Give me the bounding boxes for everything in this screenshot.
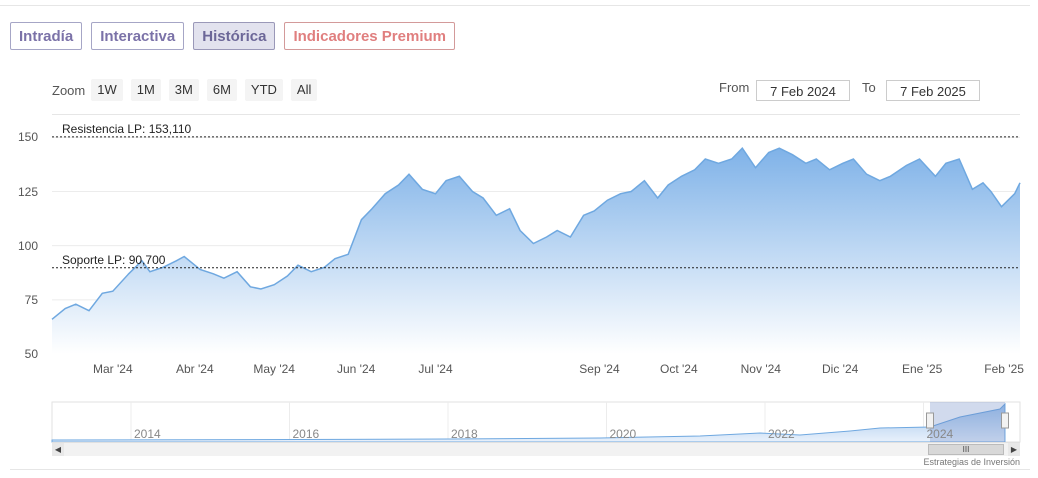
resistance-label: Resistencia LP: 153,110 xyxy=(62,121,192,136)
zoom-label: Zoom xyxy=(52,82,86,98)
y-tick-label: 125 xyxy=(17,184,38,199)
from-date-input[interactable]: 7 Feb 2024 xyxy=(756,80,850,101)
scrollbar-thumb[interactable]: III xyxy=(928,444,1004,455)
zoom-button-ytd[interactable]: YTD xyxy=(244,79,283,101)
from-label: From xyxy=(719,80,750,95)
x-tick-label: Sep '24 xyxy=(579,362,620,376)
support-label: Soporte LP: 90,700 xyxy=(62,252,166,267)
price-area xyxy=(52,148,1020,354)
chart-top-divider xyxy=(52,114,1020,115)
x-tick-label: Dic '24 xyxy=(821,362,859,376)
y-tick-label: 100 xyxy=(17,238,38,253)
x-tick-label: Oct '24 xyxy=(659,362,698,376)
x-tick-label: May '24 xyxy=(253,362,295,376)
navigator-selection[interactable] xyxy=(930,402,1005,442)
navigator-year-label: 2014 xyxy=(134,427,161,441)
price-line xyxy=(51,147,1021,320)
y-tick-label: 50 xyxy=(24,347,38,361)
zoom-selector: Zoom 1W 1M 3M 6M YTD All xyxy=(52,79,325,101)
scroll-right-arrow-icon[interactable]: ▶ xyxy=(1008,443,1020,456)
navigator-scrollbar[interactable]: ◀ III ▶ xyxy=(52,442,1020,456)
navigator-right-handle[interactable] xyxy=(1001,412,1009,429)
y-tick-label: 150 xyxy=(17,130,38,145)
y-tick-label: 75 xyxy=(24,292,38,307)
x-tick-label: Ene '25 xyxy=(901,362,943,376)
top-divider xyxy=(0,5,1030,6)
x-tick-label: Mar '24 xyxy=(93,362,133,376)
tab-interactiva[interactable]: Interactiva xyxy=(91,22,185,50)
navigator-year-label: 2016 xyxy=(292,427,320,441)
tab-historica[interactable]: Histórica xyxy=(193,22,276,50)
zoom-button-3m[interactable]: 3M xyxy=(168,79,199,101)
to-date-input[interactable]: 7 Feb 2025 xyxy=(886,80,980,101)
plot-lines xyxy=(52,136,1020,269)
tab-bar: Intradía Interactiva Histórica Indicador… xyxy=(10,22,455,50)
tab-indicadores-premium[interactable]: Indicadores Premium xyxy=(284,22,455,50)
navigator-year-label: 2020 xyxy=(609,427,637,441)
navigator-year-label: 2022 xyxy=(768,427,795,441)
navigator-left-handle[interactable] xyxy=(926,412,934,429)
zoom-button-1w[interactable]: 1W xyxy=(91,79,123,101)
navigator-year-label: 2024 xyxy=(926,427,954,441)
x-tick-label: Nov '24 xyxy=(740,362,781,376)
x-tick-label: Jun '24 xyxy=(336,362,376,376)
to-label: To xyxy=(862,80,876,95)
zoom-button-all[interactable]: All xyxy=(290,79,318,101)
x-tick-label: Jul '24 xyxy=(418,362,453,376)
zoom-button-6m[interactable]: 6M xyxy=(206,79,237,101)
chart-credits: Estrategias de Inversión xyxy=(923,457,1020,467)
zoom-button-1m[interactable]: 1M xyxy=(130,79,161,101)
bottom-divider xyxy=(10,469,1030,470)
navigator xyxy=(51,401,1021,443)
x-tick-label: Abr '24 xyxy=(175,362,214,376)
navigator-year-label: 2018 xyxy=(451,427,478,441)
x-tick-label: Feb '25 xyxy=(984,362,1024,376)
scroll-left-arrow-icon[interactable]: ◀ xyxy=(52,443,64,456)
tab-intradia[interactable]: Intradía xyxy=(10,22,83,50)
